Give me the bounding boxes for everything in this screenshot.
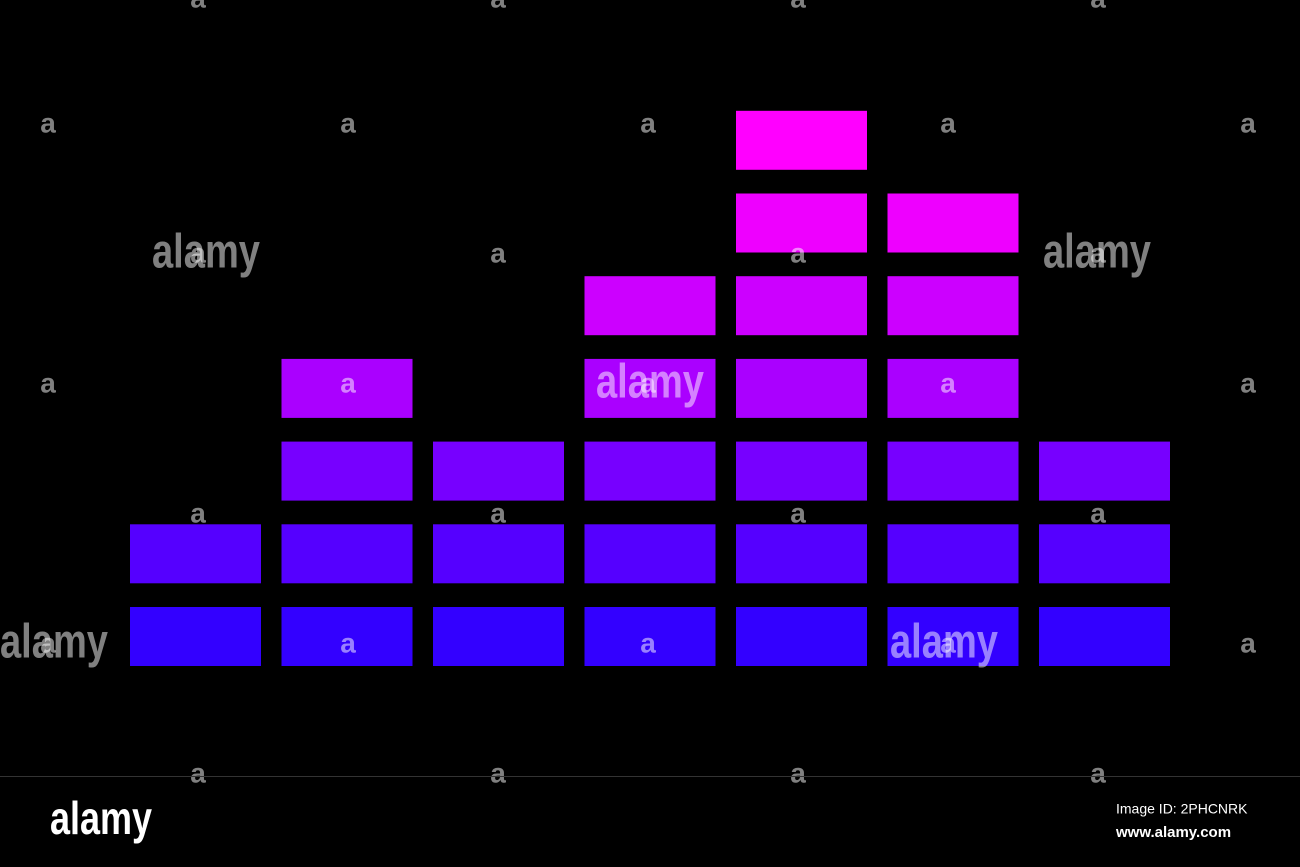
watermark-letter: a bbox=[190, 237, 206, 268]
level-block bbox=[736, 110, 867, 170]
footer-logo: alamy bbox=[50, 792, 152, 844]
watermark-letter: a bbox=[190, 0, 206, 13]
level-block bbox=[584, 607, 716, 666]
level-block bbox=[736, 524, 867, 584]
level-block bbox=[281, 607, 413, 666]
watermark-letter: a bbox=[790, 0, 806, 13]
watermark-letter: a bbox=[790, 497, 806, 528]
watermark-letter: a bbox=[40, 627, 56, 658]
watermark-word: alamy bbox=[596, 356, 704, 409]
level-block bbox=[736, 441, 867, 501]
watermark-word: alamy bbox=[1043, 226, 1151, 279]
equalizer bbox=[130, 110, 1170, 666]
level-block bbox=[887, 193, 1019, 253]
level-block bbox=[281, 441, 413, 501]
watermark-letter: a bbox=[640, 627, 656, 658]
watermark-letter: a bbox=[490, 0, 506, 13]
level-block bbox=[887, 524, 1019, 584]
level-block bbox=[1039, 441, 1170, 501]
watermark-letter: a bbox=[640, 367, 656, 398]
watermark-word: alamy bbox=[890, 616, 998, 669]
watermark-letter: a bbox=[1090, 0, 1106, 13]
watermark-letter: a bbox=[640, 107, 656, 138]
watermark-letter: a bbox=[40, 107, 56, 138]
watermark-letter: a bbox=[1090, 757, 1106, 788]
watermark-letter: a bbox=[490, 497, 506, 528]
level-block bbox=[584, 358, 716, 418]
watermark-word: alamy bbox=[0, 616, 108, 669]
watermark-letter: a bbox=[190, 757, 206, 788]
watermark-letter: a bbox=[940, 367, 956, 398]
watermark-letter: a bbox=[40, 367, 56, 398]
watermark-letter: a bbox=[1240, 367, 1256, 398]
watermark-word: alamy bbox=[152, 226, 260, 279]
level-block bbox=[736, 193, 867, 253]
level-block bbox=[887, 276, 1019, 336]
watermark-letter: a bbox=[940, 627, 956, 658]
level-block bbox=[736, 607, 867, 666]
level-block bbox=[736, 358, 867, 418]
level-block bbox=[584, 524, 716, 584]
footer-url: www.alamy.com bbox=[1115, 824, 1231, 841]
watermark-letter: a bbox=[190, 497, 206, 528]
level-block bbox=[887, 607, 1019, 666]
watermark-letter: a bbox=[790, 237, 806, 268]
level-block bbox=[584, 441, 716, 501]
level-block bbox=[887, 358, 1019, 418]
watermark-letter: a bbox=[340, 367, 356, 398]
watermark-letter: a bbox=[1090, 237, 1106, 268]
watermark-letter: a bbox=[490, 757, 506, 788]
level-block bbox=[1039, 607, 1170, 666]
image-id: Image ID: 2PHCNRK bbox=[1116, 801, 1248, 817]
level-block bbox=[433, 524, 564, 584]
watermark-letter: a bbox=[490, 237, 506, 268]
watermark-letter: a bbox=[1240, 627, 1256, 658]
level-block bbox=[433, 607, 564, 666]
level-block bbox=[433, 441, 564, 501]
level-block bbox=[584, 276, 716, 336]
watermark-letter: a bbox=[790, 757, 806, 788]
level-block bbox=[130, 524, 261, 584]
level-block bbox=[281, 524, 413, 584]
level-block bbox=[887, 441, 1019, 501]
watermark-letter: a bbox=[940, 107, 956, 138]
watermark-letter: a bbox=[1240, 107, 1256, 138]
watermark-letter: a bbox=[340, 627, 356, 658]
watermark-letter: a bbox=[340, 107, 356, 138]
level-block bbox=[281, 358, 413, 418]
level-block bbox=[736, 276, 867, 336]
watermark-letter: a bbox=[1090, 497, 1106, 528]
level-block bbox=[1039, 524, 1170, 584]
level-block bbox=[130, 607, 261, 666]
